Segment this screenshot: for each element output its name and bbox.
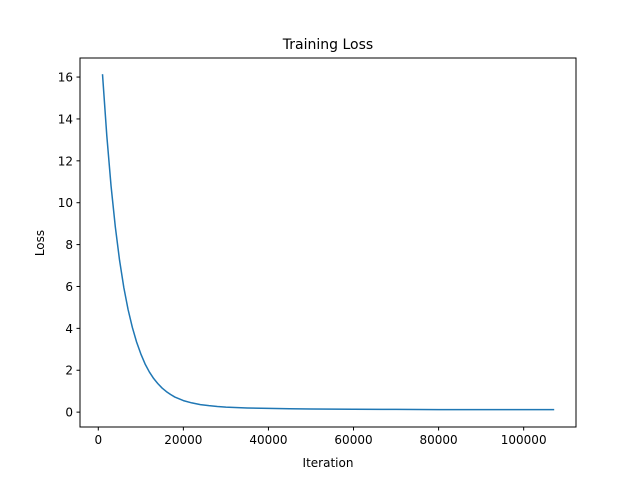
loss-series-line — [101, 74, 555, 411]
x-tick-label: 100000 — [501, 433, 547, 447]
y-tick-label: 8 — [65, 238, 73, 252]
y-tick-label: 4 — [65, 322, 73, 336]
x-tick-label: 60000 — [334, 433, 372, 447]
x-tick-label: 0 — [94, 433, 102, 447]
x-tick-label: 80000 — [420, 433, 458, 447]
plot-frame — [79, 57, 577, 428]
y-tick-label: 16 — [58, 71, 73, 85]
x-axis: 0 20000 40000 60000 80000 100000 — [94, 427, 547, 447]
y-axis: 0 2 4 6 8 10 12 14 16 — [58, 71, 80, 420]
y-tick-label: 6 — [65, 280, 73, 294]
y-axis-label: Loss — [33, 230, 47, 256]
y-tick-label: 2 — [65, 364, 73, 378]
y-tick-label: 0 — [65, 406, 73, 420]
chart-title: Training Loss — [282, 37, 373, 53]
plot-area — [101, 74, 555, 411]
y-tick-label: 12 — [58, 154, 73, 168]
x-tick-label: 20000 — [164, 433, 202, 447]
y-tick-label: 10 — [58, 196, 73, 210]
x-axis-label: Iteration — [303, 456, 354, 470]
y-tick-label: 14 — [58, 112, 73, 126]
x-tick-label: 40000 — [249, 433, 287, 447]
